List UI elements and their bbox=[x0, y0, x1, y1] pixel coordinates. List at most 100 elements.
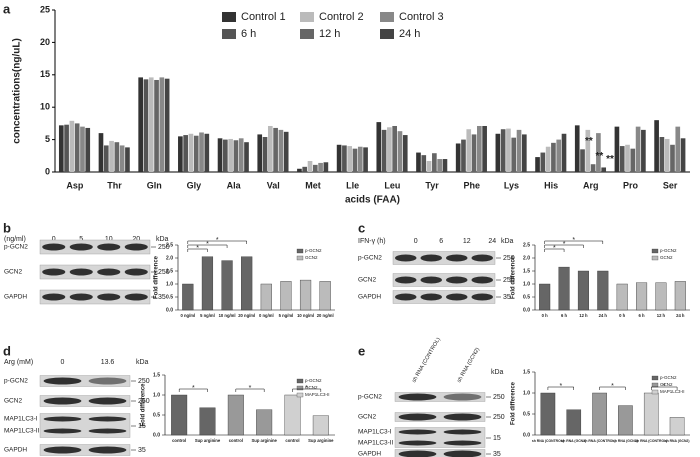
blot-band bbox=[124, 293, 148, 301]
x-tick-label: sh RNA (GCN2) bbox=[665, 439, 690, 443]
bar bbox=[416, 152, 421, 172]
x-tick-label: Sup arginine bbox=[251, 438, 277, 443]
blot-band bbox=[443, 413, 482, 421]
bar bbox=[80, 126, 85, 172]
x-tick-label: 20 ng/ml bbox=[238, 313, 255, 318]
blot-band bbox=[420, 254, 442, 262]
blot-strip bbox=[39, 239, 151, 255]
blot-band bbox=[97, 293, 121, 301]
legend-label: 24 h bbox=[399, 28, 420, 40]
x-tick-label: Val bbox=[267, 180, 280, 190]
y-tick-label: 20 bbox=[40, 37, 50, 47]
bar bbox=[323, 162, 329, 172]
significance: * bbox=[563, 241, 566, 248]
y-tick-label: 0 bbox=[45, 166, 50, 176]
blot-band bbox=[395, 276, 417, 284]
y-axis-label: Fold difference bbox=[511, 255, 517, 299]
bar bbox=[506, 128, 511, 172]
blot-band bbox=[69, 293, 93, 301]
kda-value: 15 bbox=[138, 423, 146, 430]
y-tick-label: 2.5 bbox=[166, 242, 173, 248]
lane-label: 0 bbox=[52, 236, 56, 243]
bar bbox=[98, 133, 104, 172]
blot-band bbox=[446, 254, 468, 262]
legend-swatch bbox=[651, 375, 659, 381]
bar bbox=[227, 394, 244, 436]
bar bbox=[477, 125, 482, 172]
x-tick-label: 20 ng/ml bbox=[317, 313, 334, 318]
bar bbox=[455, 143, 461, 172]
legend-swatch bbox=[296, 378, 304, 384]
bar bbox=[426, 160, 432, 172]
legend-swatch bbox=[380, 12, 394, 22]
x-tick-label: sh RNA (CONTROL) bbox=[635, 439, 667, 443]
panel-label: c bbox=[358, 220, 365, 235]
blot-band bbox=[42, 243, 66, 251]
legend-label: 12 h bbox=[319, 28, 340, 40]
bar bbox=[461, 139, 466, 172]
bar bbox=[601, 167, 607, 172]
blot-band bbox=[88, 416, 127, 422]
lane-label: 13.6 bbox=[101, 359, 115, 366]
row-label: MAP1LC3-I bbox=[358, 429, 392, 436]
row-label: GCN2 bbox=[4, 398, 22, 405]
kda-label: kDa bbox=[136, 359, 149, 366]
y-axis-label: Fold difference bbox=[141, 383, 147, 427]
bar bbox=[69, 120, 75, 172]
bar bbox=[201, 256, 214, 311]
x-tick-label: Ala bbox=[227, 180, 242, 190]
blot-band bbox=[398, 413, 437, 421]
significance: * bbox=[196, 245, 199, 252]
blot-band bbox=[97, 268, 121, 276]
bar bbox=[199, 132, 204, 172]
bar bbox=[381, 129, 387, 172]
x-tick-label: control bbox=[172, 438, 186, 443]
x-tick-label: Thr bbox=[107, 180, 122, 190]
legend-label: 6 h bbox=[241, 28, 256, 40]
kda-label: kDa bbox=[491, 369, 504, 376]
kda-value: 250 bbox=[158, 244, 170, 251]
legend-label: GCN2 bbox=[305, 255, 318, 260]
lane-label: 0 bbox=[414, 238, 418, 245]
legend-swatch bbox=[380, 29, 394, 39]
bar bbox=[585, 129, 591, 172]
bar bbox=[675, 126, 681, 172]
x-tick-label: Tyr bbox=[425, 180, 439, 190]
bar bbox=[566, 409, 582, 436]
legend-label: Control 1 bbox=[241, 11, 286, 23]
blot-band bbox=[443, 450, 482, 457]
lane-label: 12 bbox=[463, 238, 471, 245]
lane-label: 24 bbox=[488, 238, 496, 245]
blot-band bbox=[69, 268, 93, 276]
bar bbox=[283, 131, 289, 172]
bar bbox=[392, 125, 398, 172]
row-label: p-GCN2 bbox=[358, 394, 382, 401]
kda-value: 35 bbox=[503, 294, 511, 301]
x-tick-label: 10 ng/ml bbox=[219, 313, 236, 318]
bar bbox=[125, 147, 130, 172]
bracket bbox=[187, 248, 208, 252]
kda-value: 35 bbox=[158, 294, 166, 301]
blot-strip bbox=[39, 444, 131, 456]
legend-swatch bbox=[296, 255, 304, 261]
bar bbox=[154, 79, 159, 172]
x-tick-label: Sup arginine bbox=[195, 438, 221, 443]
bar bbox=[655, 282, 667, 311]
significance: * bbox=[206, 241, 209, 248]
bar bbox=[421, 155, 427, 172]
bar bbox=[312, 164, 318, 172]
significance: * bbox=[663, 383, 666, 390]
kda-value: 250 bbox=[503, 277, 515, 284]
bar bbox=[500, 129, 506, 172]
blot-band bbox=[471, 254, 493, 262]
y-tick-label: 0.0 bbox=[523, 307, 530, 313]
legend-label: Control 2 bbox=[319, 11, 364, 23]
bar bbox=[551, 142, 556, 172]
bar bbox=[556, 139, 562, 172]
legend-label: p-GCN2 bbox=[305, 248, 322, 253]
x-tick-label: Gln bbox=[147, 180, 162, 190]
kda-value: 250 bbox=[503, 255, 515, 262]
blot-band bbox=[471, 276, 493, 284]
blot-band bbox=[124, 268, 148, 276]
bar bbox=[437, 159, 442, 172]
